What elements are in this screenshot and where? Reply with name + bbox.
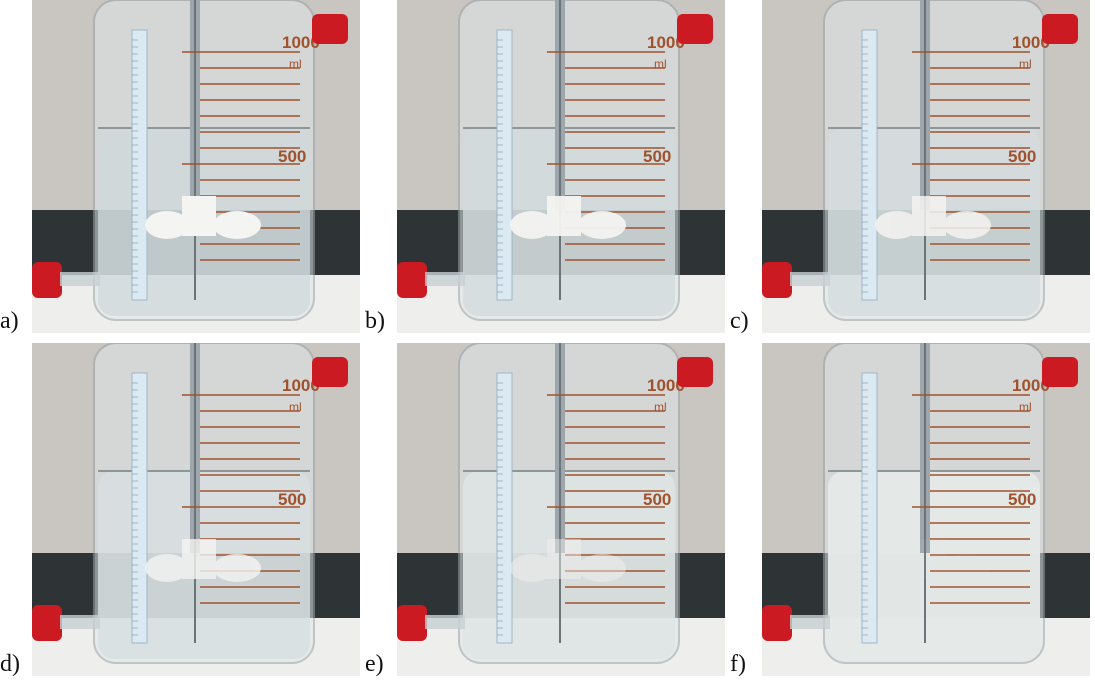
- connector-top: [1042, 357, 1078, 387]
- panel-label: b): [365, 308, 385, 334]
- beaker-photo: 1000 ml 500: [32, 0, 360, 333]
- connector-top: [312, 14, 348, 44]
- beaker-photo: 1000 ml 500: [762, 343, 1090, 676]
- scale-label-top: 1000: [282, 33, 320, 52]
- panel-c: 1000 ml 500 c): [730, 0, 1090, 333]
- impeller-blade-right: [578, 554, 626, 582]
- scale-label-top: 1000: [1012, 33, 1050, 52]
- ruler: [496, 372, 513, 644]
- impeller-hub: [912, 196, 946, 236]
- impeller-blade-left: [875, 554, 919, 582]
- impeller-blade-left: [510, 554, 554, 582]
- scale-label-unit: ml: [289, 57, 302, 71]
- ruler: [861, 29, 878, 301]
- connector-bottom: [762, 262, 792, 298]
- scale-label-top: 1000: [1012, 376, 1050, 395]
- panel-d: 1000 ml 500 d): [0, 343, 360, 676]
- impeller: [145, 196, 261, 239]
- scale-label-unit: ml: [289, 400, 302, 414]
- scale-label-unit: ml: [1019, 400, 1032, 414]
- scale-label-top: 1000: [647, 376, 685, 395]
- side-arm: [425, 272, 465, 286]
- turbidity-haze: [463, 471, 675, 659]
- scale-label-mid: 500: [278, 147, 306, 166]
- ruler: [131, 29, 148, 301]
- impeller-hub: [182, 196, 216, 236]
- connector-top: [1042, 14, 1078, 44]
- beaker-photo: 1000 ml 500: [397, 343, 725, 676]
- impeller-blade-left: [510, 211, 554, 239]
- impeller-blade-right: [213, 554, 261, 582]
- impeller-blade-right: [943, 211, 991, 239]
- beaker-photo: 1000 ml 500: [762, 0, 1090, 333]
- ruler: [496, 29, 513, 301]
- side-arm: [60, 615, 100, 629]
- impeller-blade-left: [145, 211, 189, 239]
- connector-bottom: [397, 262, 427, 298]
- connector-top: [677, 357, 713, 387]
- scale-label-unit: ml: [654, 400, 667, 414]
- connector-bottom: [762, 605, 792, 641]
- side-arm: [790, 615, 830, 629]
- panel-label: f): [730, 651, 746, 677]
- connector-bottom: [32, 262, 62, 298]
- connector-bottom: [397, 605, 427, 641]
- panel-label: a): [0, 308, 19, 334]
- ruler: [861, 372, 878, 644]
- scale-label-mid: 500: [643, 147, 671, 166]
- scale-label-mid: 500: [1008, 147, 1036, 166]
- impeller-hub: [182, 539, 216, 579]
- scale-label-top: 1000: [647, 33, 685, 52]
- scale-label-unit: ml: [1019, 57, 1032, 71]
- connector-bottom: [32, 605, 62, 641]
- impeller-blade-right: [578, 211, 626, 239]
- impeller: [145, 539, 261, 582]
- panel-label: c): [730, 308, 749, 334]
- panel-b: 1000 ml 500 b): [365, 0, 725, 333]
- impeller: [510, 196, 626, 239]
- panel-f: 1000 ml 500 f): [730, 343, 1090, 676]
- impeller-blade-right: [213, 211, 261, 239]
- impeller-blade-right: [943, 554, 991, 582]
- panel-label: d): [0, 651, 20, 677]
- impeller: [510, 539, 626, 582]
- beaker-photo: 1000 ml 500: [32, 343, 360, 676]
- scale-label-unit: ml: [654, 57, 667, 71]
- scale-label-mid: 500: [643, 490, 671, 509]
- ruler: [131, 372, 148, 644]
- impeller-hub: [547, 196, 581, 236]
- panel-e: 1000 ml 500 e): [365, 343, 725, 676]
- impeller-blade-left: [145, 554, 189, 582]
- panel-label: e): [365, 651, 384, 677]
- impeller: [875, 539, 991, 582]
- panel-a: 1000 ml 500 a): [0, 0, 360, 333]
- impeller-hub: [547, 539, 581, 579]
- side-arm: [425, 615, 465, 629]
- beaker-photo: 1000 ml 500: [397, 0, 725, 333]
- scale-label-top: 1000: [282, 376, 320, 395]
- impeller-blade-left: [875, 211, 919, 239]
- side-arm: [790, 272, 830, 286]
- connector-top: [312, 357, 348, 387]
- scale-label-mid: 500: [278, 490, 306, 509]
- scale-label-mid: 500: [1008, 490, 1036, 509]
- impeller-hub: [912, 539, 946, 579]
- turbidity-haze: [828, 471, 1040, 659]
- impeller: [875, 196, 991, 239]
- connector-top: [677, 14, 713, 44]
- side-arm: [60, 272, 100, 286]
